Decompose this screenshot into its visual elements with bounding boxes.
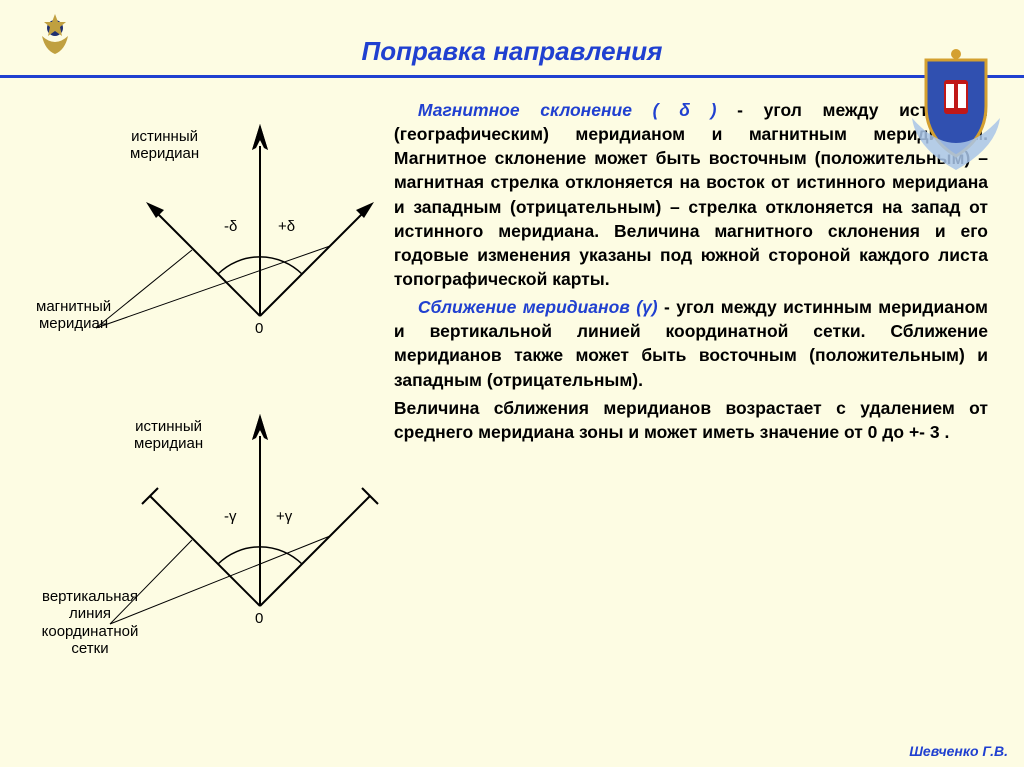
magnetic-meridian-label: магнитныймеридиан bbox=[36, 298, 111, 333]
text-column: Магнитное склонение ( δ ) - угол между и… bbox=[394, 98, 994, 668]
true-meridian-label: истинныймеридиан bbox=[130, 128, 199, 163]
neg-delta-label: -δ bbox=[224, 218, 237, 235]
para1-body: - угол между истинным (географическим) м… bbox=[394, 100, 988, 289]
origin-label-2: 0 bbox=[255, 610, 263, 627]
page-title: Поправка направления bbox=[0, 0, 1024, 67]
content-area: истинныймеридиан магнитныймеридиан -δ +δ… bbox=[0, 78, 1024, 668]
emblem-icon bbox=[30, 8, 80, 58]
paragraph-1: Магнитное склонение ( δ ) - угол между и… bbox=[394, 98, 988, 291]
paragraph-2: Сближение меридианов (γ) - угол между ис… bbox=[394, 295, 988, 392]
grid-line-label: вертикальнаялиниякоординатнойсетки bbox=[30, 588, 150, 657]
pos-delta-label: +δ bbox=[278, 218, 295, 235]
declination-diagram: истинныймеридиан магнитныймеридиан -δ +δ… bbox=[30, 98, 390, 378]
neg-gamma-label: -γ bbox=[224, 508, 237, 525]
term-convergence: Сближение меридианов (γ) bbox=[418, 297, 658, 317]
para3-body: Величина сближения меридианов возрастает… bbox=[394, 398, 988, 442]
diagrams-column: истинныймеридиан магнитныймеридиан -δ +δ… bbox=[30, 98, 394, 668]
paragraph-3: Величина сближения меридианов возрастает… bbox=[394, 396, 988, 444]
author-footer: Шевченко Г.В. bbox=[909, 743, 1008, 759]
shield-icon bbox=[906, 48, 1006, 178]
origin-label-1: 0 bbox=[255, 320, 263, 337]
true-meridian-label-2: истинныймеридиан bbox=[134, 418, 203, 453]
term-declination: Магнитное склонение ( δ ) bbox=[418, 100, 717, 120]
pos-gamma-label: +γ bbox=[276, 508, 292, 525]
convergence-diagram: истинныймеридиан вертикальнаялиниякоорди… bbox=[30, 388, 390, 668]
